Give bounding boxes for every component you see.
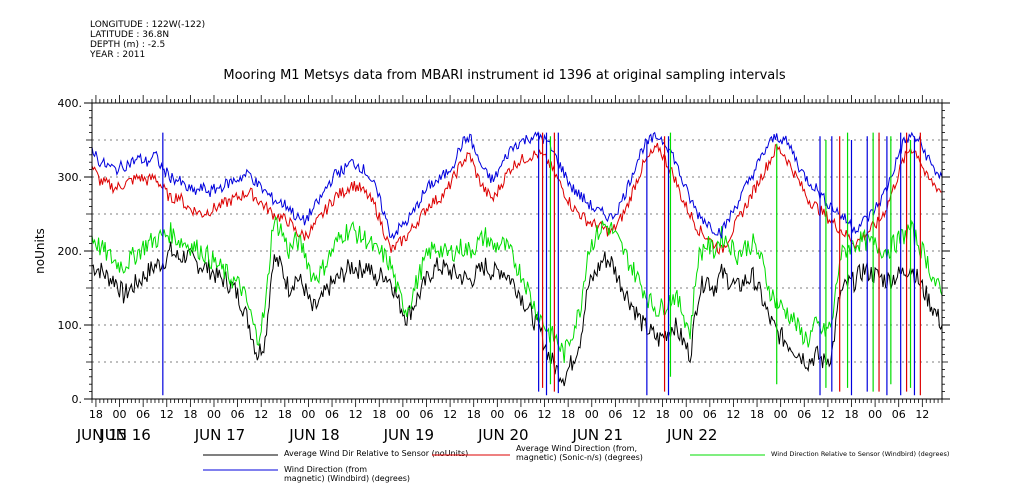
legend-label: Average Wind Dir Relative to Sensor (noU…	[284, 449, 468, 458]
x-tick-label: 12	[349, 408, 363, 421]
x-tick-label: 00	[868, 408, 882, 421]
series-group	[91, 130, 943, 387]
x-tick-label: 00	[301, 408, 315, 421]
x-tick-label: 00	[679, 408, 693, 421]
x-tick-label: 12	[915, 408, 929, 421]
legend-label: Wind Direction Relative to Sensor (Windb…	[771, 450, 949, 458]
y-tick-label: 400.	[58, 97, 83, 110]
x-tick-label: 00	[207, 408, 221, 421]
y-tick-label: 200.	[58, 245, 83, 258]
x-day-label: JUN 21	[572, 426, 623, 444]
x-tick-label: 06	[325, 408, 339, 421]
x-day-label: JUN 16	[99, 426, 150, 444]
x-tick-label: 00	[774, 408, 788, 421]
series-line-1	[91, 142, 943, 255]
x-tick-label: 00	[490, 408, 504, 421]
x-tick-label: 12	[538, 408, 552, 421]
spike-group	[162, 132, 921, 396]
x-tick-label: 00	[396, 408, 410, 421]
x-tick-label: 00	[113, 408, 127, 421]
metadata-block: LONGITUDE : 122W(-122) LATITUDE : 36.8N …	[90, 20, 205, 60]
x-tick-label: 18	[183, 408, 197, 421]
legend-label: magnetic) (Sonic-n/s) (degrees)	[516, 453, 643, 462]
x-day-label: JUN 19	[383, 426, 434, 444]
x-tick-label: 12	[821, 408, 835, 421]
x-tick-label: 00	[585, 408, 599, 421]
latitude-text: LATITUDE : 36.8N	[90, 30, 170, 40]
x-tick-label: 18	[561, 408, 575, 421]
legend-label: Average Wind Direction (from,	[516, 444, 637, 453]
x-tick-label: 06	[514, 408, 528, 421]
axes-group: 0. 100. 200. 300. 400. noUnits 18 00 06 12 18 00 06 1…	[33, 95, 950, 444]
x-tick-label: 06	[797, 408, 811, 421]
legend-label: Wind Direction (from	[284, 465, 367, 474]
x-tick-label: 06	[419, 408, 433, 421]
y-tick-label: 0.	[72, 393, 83, 406]
x-tick-label: 06	[231, 408, 245, 421]
y-axis-label: noUnits	[33, 228, 47, 274]
longitude-text: LONGITUDE : 122W(-122)	[90, 20, 206, 30]
x-tick-label: 12	[726, 408, 740, 421]
x-day-label: JUN 22	[666, 426, 717, 444]
x-tick-label: 06	[703, 408, 717, 421]
series-line-2	[91, 215, 943, 364]
x-day-label: JUN 15	[76, 426, 127, 444]
x-tick-label: 12	[160, 408, 174, 421]
x-tick-label: 06	[136, 408, 150, 421]
depth-text: DEPTH (m) : -2.5	[90, 40, 166, 50]
y-gridlines	[92, 139, 942, 363]
x-tick-label: 06	[608, 408, 622, 421]
x-tick-label: 12	[254, 408, 268, 421]
y-tick-label: 100.	[58, 319, 83, 332]
x-tick-label: 18	[372, 408, 386, 421]
x-day-label: JUN 17	[194, 426, 245, 444]
series-line-3	[91, 130, 943, 240]
x-tick-label: 18	[278, 408, 292, 421]
legend: Average Wind Dir Relative to Sensor (noU…	[203, 444, 949, 483]
y-tick-label: 300.	[58, 171, 83, 184]
x-tick-label: 18	[89, 408, 103, 421]
x-tick-label: 06	[892, 408, 906, 421]
x-tick-label: 12	[632, 408, 646, 421]
x-day-label: JUN 20	[477, 426, 528, 444]
x-tick-label: 18	[844, 408, 858, 421]
year-text: YEAR : 2011	[90, 50, 146, 60]
x-tick-label: 12	[443, 408, 457, 421]
chart-title: Mooring M1 Metsys data from MBARI instru…	[223, 68, 786, 83]
series-line-0	[91, 241, 943, 387]
x-tick-label: 18	[467, 408, 481, 421]
x-day-label: JUN 18	[288, 426, 339, 444]
x-tick-label: 18	[750, 408, 764, 421]
legend-label: magnetic) (Windbird) (degrees)	[284, 474, 410, 483]
x-tick-label: 18	[656, 408, 670, 421]
